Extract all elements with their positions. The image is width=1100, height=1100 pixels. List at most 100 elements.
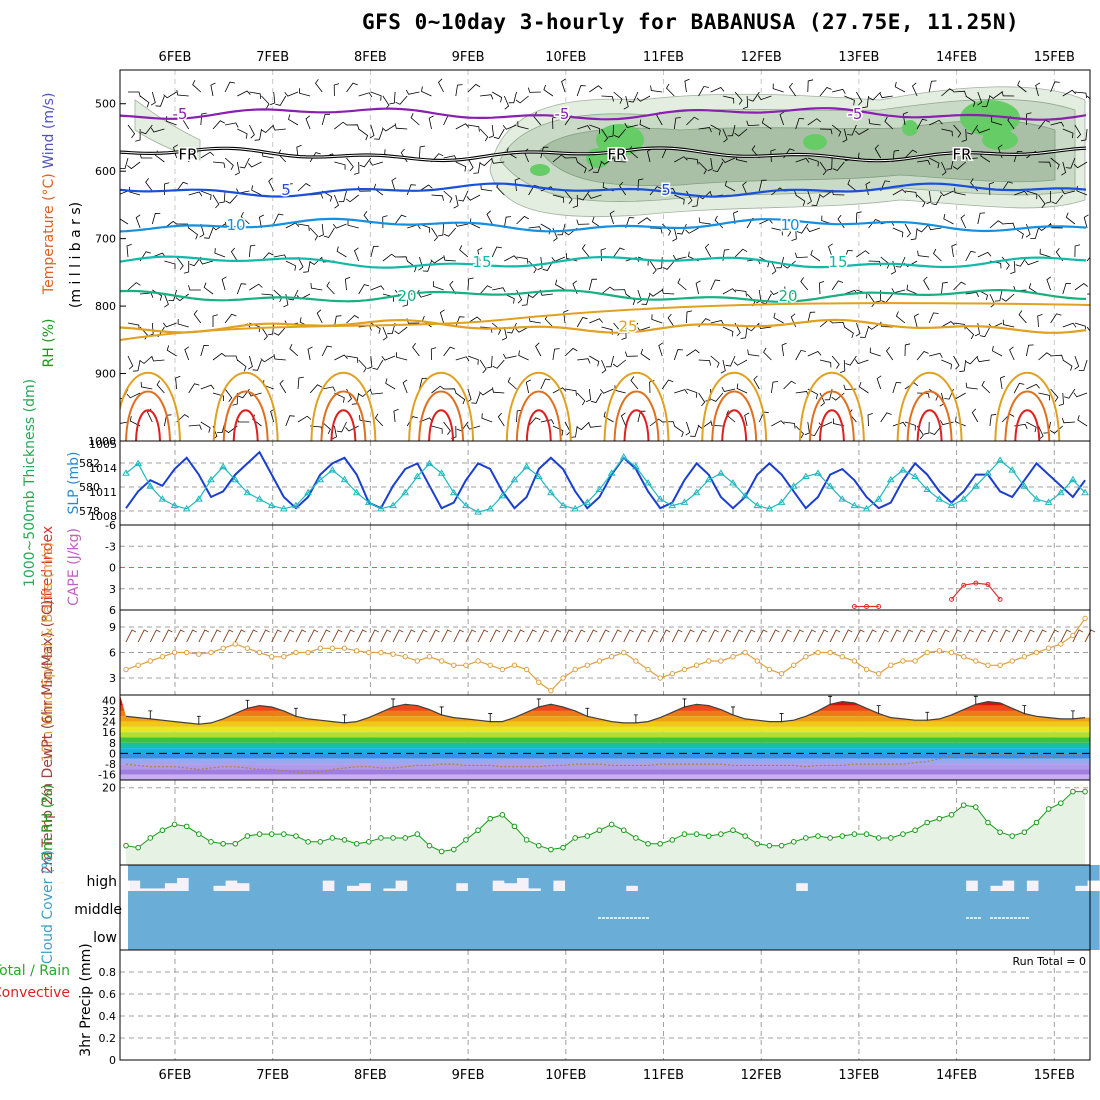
cloud-low-bar xyxy=(1050,920,1064,950)
wind-barb xyxy=(746,120,760,127)
wind10-barb xyxy=(878,629,889,643)
wind10-barb xyxy=(234,629,246,643)
wind-barb xyxy=(828,243,833,258)
wind-barb xyxy=(188,191,203,197)
wind-barb xyxy=(923,276,930,291)
rh-shade-green xyxy=(803,134,827,150)
wind-barb xyxy=(1030,227,1039,239)
wind-barb xyxy=(711,392,724,402)
wind10-barb xyxy=(841,629,853,643)
cloud-low-bar xyxy=(128,920,141,950)
wind-barb xyxy=(1010,260,1016,274)
wind-barb xyxy=(721,386,736,392)
wind10-barb xyxy=(635,629,647,643)
wind10-point xyxy=(718,658,724,664)
wind-barb xyxy=(722,95,735,104)
cloud-low-bar xyxy=(892,920,906,950)
cloud-middle-bar xyxy=(637,891,651,920)
wind-barb xyxy=(261,95,270,109)
wind-barb xyxy=(782,260,796,269)
wind10-point xyxy=(147,658,153,664)
wind-barb xyxy=(332,223,347,229)
wind-barb xyxy=(698,217,711,225)
cloud-middle-bar xyxy=(565,891,578,920)
cloud-high-bar xyxy=(164,865,178,884)
cloud-low-bar xyxy=(419,920,432,950)
rh2m-point xyxy=(147,835,154,841)
wind-barb xyxy=(466,194,481,201)
rh2m-point xyxy=(778,842,785,849)
cloud-high-bar xyxy=(285,865,299,891)
ytick-mb: 900 xyxy=(95,368,116,381)
rh2m-area xyxy=(126,791,1086,865)
isotherm-loop xyxy=(906,390,953,441)
temp-minmax xyxy=(779,713,784,722)
wind-barb xyxy=(576,317,588,328)
wind-barb xyxy=(248,161,262,168)
cloud-middle-bar xyxy=(358,891,372,920)
wind-barb xyxy=(639,119,651,130)
wind10-barb xyxy=(356,629,367,643)
wind-barb xyxy=(151,356,165,362)
cloud-high-bar xyxy=(467,865,481,891)
cloud-low-bar xyxy=(152,920,165,950)
cloud-middle-bar xyxy=(589,891,602,920)
rh2m-point xyxy=(960,802,967,808)
rh2m-point xyxy=(256,831,263,837)
wind-barb xyxy=(807,190,812,205)
wind-barb xyxy=(1002,319,1015,328)
wind-barb xyxy=(977,91,983,106)
wind-barb xyxy=(912,82,918,97)
wind-barb xyxy=(334,161,346,170)
cloud-low-bar xyxy=(334,920,348,950)
wind-barb xyxy=(162,322,177,328)
rh2m-point xyxy=(560,844,566,851)
wind-barb xyxy=(288,114,299,126)
wind-barb xyxy=(437,223,444,237)
ytick-precip: 0.4 xyxy=(99,1010,117,1023)
wind-barb xyxy=(127,124,136,139)
lifted-index-point xyxy=(973,580,979,586)
wind-barb xyxy=(810,249,821,262)
wind10-barb xyxy=(938,629,950,643)
slp-point xyxy=(316,475,325,483)
cloud-middle-bar xyxy=(674,891,687,920)
cloud-high-bar xyxy=(686,865,700,891)
cloud-low-bar xyxy=(140,920,153,950)
wind-barb xyxy=(279,379,287,394)
wind-barb xyxy=(1045,190,1051,204)
wind-barb xyxy=(895,311,906,324)
wind-barb xyxy=(807,351,822,357)
cloud-low-bar xyxy=(467,920,481,950)
slp-point xyxy=(789,482,798,489)
wind-barb xyxy=(933,248,942,262)
wind10-point xyxy=(426,654,433,660)
wind-barb xyxy=(649,186,662,196)
cloud-middle-bar xyxy=(310,891,323,920)
wind-barb xyxy=(334,121,348,130)
wind-barb xyxy=(946,157,954,170)
wind-barb xyxy=(856,91,863,106)
wind-barb xyxy=(991,345,1003,357)
cloud-low-bar xyxy=(989,920,1003,950)
wind10-barb xyxy=(1011,629,1023,643)
wind10-barb xyxy=(623,629,634,643)
cloud-low-bar xyxy=(443,920,457,950)
wind10-point xyxy=(390,651,396,657)
cloud-low-bar xyxy=(589,920,602,950)
date-top: 8FEB xyxy=(354,50,387,65)
wind-barb xyxy=(127,355,134,370)
wind-barb xyxy=(710,355,720,368)
wind10-point xyxy=(353,648,360,654)
wind-barb xyxy=(733,359,748,366)
wind-barb xyxy=(686,310,692,324)
wind-barb xyxy=(466,424,481,430)
wind-barb xyxy=(391,177,397,192)
wind-barb xyxy=(467,157,474,172)
wind-barb xyxy=(576,421,590,431)
wind-barb xyxy=(854,359,869,365)
rh2m-point xyxy=(657,840,663,847)
wind-barb xyxy=(224,157,234,170)
wind10-barb xyxy=(198,629,210,643)
wind-barb xyxy=(783,421,796,429)
